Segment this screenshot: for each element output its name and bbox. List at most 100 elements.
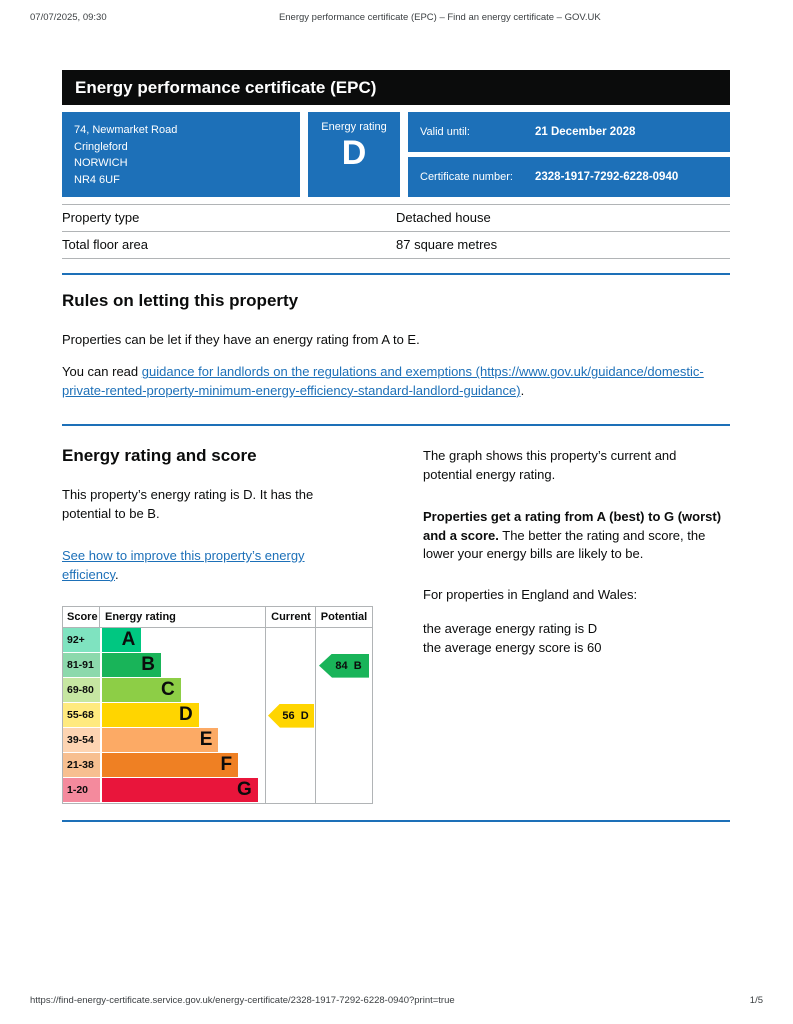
print-datetime: 07/07/2025, 09:30 — [30, 12, 107, 23]
band-score-range: 39-54 — [63, 728, 100, 753]
potential-column-cell — [316, 753, 372, 778]
property-address-box: 74, Newmarket Road Cringleford NORWICH N… — [62, 112, 300, 197]
band-bar-f: F — [102, 753, 239, 778]
band-score-range: 81-91 — [63, 653, 100, 678]
improve-efficiency-link[interactable]: See how to improve this property’s energ… — [62, 548, 305, 582]
epc-band-row-g: 1-20 G — [63, 778, 372, 803]
band-bar-area: C — [100, 678, 266, 703]
rules-heading: Rules on letting this property — [62, 291, 299, 310]
print-page-number: 1/5 — [749, 995, 763, 1006]
rules-link-suffix: . — [520, 382, 525, 398]
rating-score-right-column: The graph shows this property’s current … — [423, 426, 730, 804]
certificate-content: Energy performance certificate (EPC) 74,… — [62, 70, 730, 823]
epc-band-row-a: 92+ A — [63, 628, 372, 653]
rules-link-paragraph: You can read guidance for landlords on t… — [62, 363, 710, 400]
rating-summary-paragraph: This property’s energy rating is D. It h… — [62, 487, 314, 521]
print-url: https://find-energy-certificate.service.… — [30, 995, 455, 1006]
rules-section: Rules on letting this property Propertie… — [62, 291, 730, 400]
potential-column-cell — [316, 678, 372, 703]
print-header: 07/07/2025, 09:30 Energy performance cer… — [30, 12, 763, 23]
band-bar-c: C — [102, 678, 181, 703]
graph-explainer-paragraph: The graph shows this property’s current … — [423, 448, 677, 482]
valid-until-value: 21 December 2028 — [535, 126, 636, 138]
floor-area-key: Total floor area — [62, 237, 148, 252]
valid-until-label: Valid until: — [420, 126, 470, 138]
band-score-range: 55-68 — [63, 703, 100, 728]
rules-link-prefix: You can read — [62, 364, 142, 380]
epc-rating-chart: Score Energy rating Current Potential 92… — [62, 606, 373, 805]
certificate-number-value: 2328-1917-7292-6228-0940 — [535, 171, 679, 183]
section-divider — [62, 424, 730, 427]
improve-link-suffix: . — [115, 566, 119, 582]
chart-header-energy-rating: Energy rating — [105, 611, 176, 624]
page-title-banner: Energy performance certificate (EPC) — [62, 70, 730, 105]
band-bar-area: F — [100, 753, 266, 778]
current-column-cell — [266, 728, 316, 753]
rating-score-heading: Energy rating and score — [62, 446, 257, 466]
band-bar-area: D — [100, 703, 266, 728]
chart-column-divider — [265, 607, 266, 804]
floor-area-value: 87 square metres — [396, 237, 498, 252]
band-bar-d: D — [102, 703, 199, 728]
epc-band-row-e: 39-54 E — [63, 728, 372, 753]
band-score-range: 1-20 — [63, 778, 100, 803]
table-row: Total floor area 87 square metres — [62, 232, 730, 259]
band-bar-area: A — [100, 628, 266, 653]
rating-scale-rest-text: The better the rating and score, the low… — [423, 527, 706, 562]
valid-until-box: Valid until: 21 December 2028 — [408, 112, 730, 152]
band-bar-a: A — [102, 628, 142, 653]
band-score-range: 69-80 — [63, 678, 100, 703]
print-document-title: Energy performance certificate (EPC) – F… — [278, 12, 601, 23]
certificate-number-box: Certificate number: 2328-1917-7292-6228-… — [408, 157, 730, 197]
average-stats-paragraph: the average energy rating is D the averag… — [423, 620, 730, 657]
address-line-3: NORWICH — [74, 157, 128, 169]
band-bar-area: E — [100, 728, 266, 753]
section-divider — [62, 273, 730, 275]
rating-scale-bold-text: Properties get a rating from A (best) to… — [423, 509, 722, 543]
current-column-cell: 56 D — [266, 703, 316, 728]
epc-band-row-d: 55-68 D 56 D — [63, 703, 372, 728]
property-type-value: Detached house — [396, 210, 491, 225]
print-footer: https://find-energy-certificate.service.… — [30, 995, 763, 1006]
rating-score-left-column: Energy rating and score This property’s … — [62, 426, 393, 805]
potential-column-cell — [316, 628, 372, 653]
chart-header-current: Current — [271, 611, 311, 624]
certificate-meta-boxes: Valid until: 21 December 2028 Certificat… — [408, 112, 730, 197]
energy-rating-box: Energy rating D — [308, 112, 400, 197]
energy-rating-label: Energy rating — [321, 121, 387, 133]
current-column-cell — [266, 678, 316, 703]
landlord-guidance-link[interactable]: guidance for landlords on the regulation… — [62, 364, 704, 398]
current-column-cell — [266, 778, 316, 803]
current-column-cell — [266, 653, 316, 678]
current-column-cell — [266, 628, 316, 653]
potential-column-cell — [316, 728, 372, 753]
property-type-key: Property type — [62, 210, 140, 225]
potential-column-cell: 84 B — [316, 653, 372, 678]
rating-and-score-section: Energy rating and score This property’s … — [62, 426, 730, 805]
address-line-4: NR4 6UF — [74, 173, 120, 186]
address-line-1: 74, Newmarket Road — [74, 124, 178, 136]
band-score-range: 92+ — [63, 628, 100, 653]
table-row: Property type Detached house — [62, 205, 730, 232]
epc-band-row-f: 21-38 F — [63, 753, 372, 778]
band-bar-e: E — [102, 728, 219, 753]
rules-paragraph: Properties can be let if they have an en… — [62, 332, 420, 347]
current-rating-arrow: 56 D — [268, 703, 314, 728]
energy-rating-value: D — [341, 134, 367, 172]
epc-chart-body: 92+ A 81-91 B 84 B 69-80 C 55-68 D 56 D 39-54 E 21-3… — [63, 628, 372, 803]
potential-column-cell — [316, 778, 372, 803]
potential-rating-arrow: 84 B — [319, 653, 369, 678]
potential-column-cell — [316, 703, 372, 728]
average-rating-line: the average energy rating is D — [423, 621, 598, 637]
section-divider — [62, 820, 730, 823]
chart-column-divider — [315, 607, 316, 804]
property-summary-table: Property type Detached house Total floor… — [62, 204, 730, 259]
england-wales-paragraph: For properties in England and Wales: — [423, 586, 638, 602]
current-column-cell — [266, 753, 316, 778]
chart-header-score: Score — [63, 607, 100, 628]
epc-band-row-b: 81-91 B 84 B — [63, 653, 372, 678]
band-bar-g: G — [102, 778, 258, 803]
band-bar-b: B — [102, 653, 162, 678]
address-line-2: Cringleford — [74, 140, 128, 153]
